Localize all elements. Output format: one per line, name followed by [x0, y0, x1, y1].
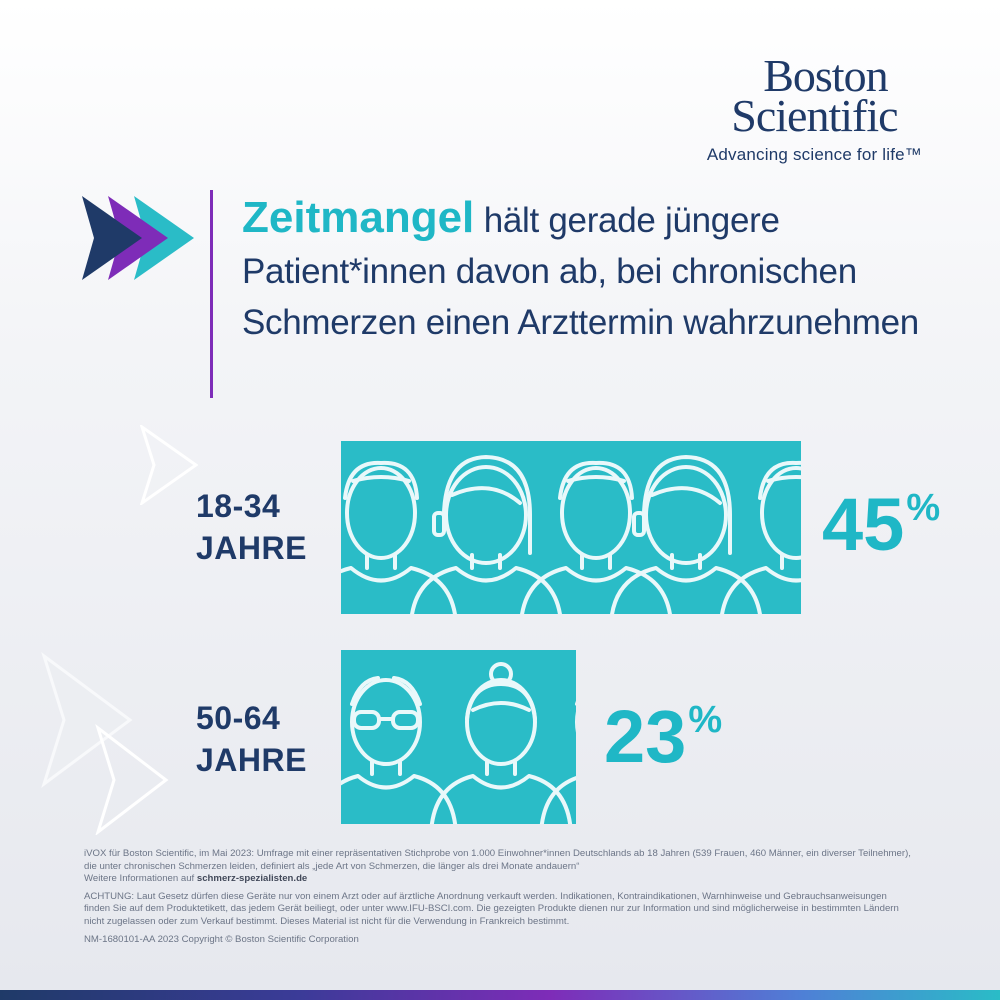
footnote-warning: ACHTUNG: Laut Gesetz dürfen diese Geräte…	[84, 890, 899, 927]
headline: Zeitmangel hält gerade jüngere Patient*i…	[242, 192, 942, 348]
bar-18-34	[341, 441, 801, 614]
footnote: iVOX für Boston Scientific, im Mai 2023:…	[84, 848, 914, 951]
decorative-chevron-icon	[140, 425, 198, 505]
people-illustration-icon	[341, 455, 801, 614]
source-text: iVOX für Boston Scientific, im Mai 2023:…	[84, 848, 911, 872]
logo-tagline: Advancing science for life™	[706, 144, 922, 164]
percent-sign: %	[688, 699, 723, 741]
percent-sign: %	[906, 487, 941, 529]
footnote-source: iVOX für Boston Scientific, im Mai 2023:…	[84, 848, 914, 886]
percent-label-18-34: 45%	[822, 488, 940, 562]
bar-50-64	[341, 650, 576, 824]
percent-value: 23	[604, 695, 687, 778]
title-divider	[210, 190, 213, 398]
people-illustration-icon	[341, 662, 576, 824]
logo-line-1: Boston	[763, 50, 888, 101]
chevron-arrows-icon	[82, 196, 194, 280]
bottom-gradient-stripe	[0, 990, 1000, 1000]
more-info-link[interactable]: schmerz-spezialisten.de	[196, 873, 308, 885]
age-label-50-64: 50-64 JAHRE	[196, 697, 307, 781]
age-range: 18-34	[196, 488, 281, 524]
decorative-chevrons-icon	[41, 652, 169, 835]
age-label-18-34: 18-34 JAHRE	[196, 485, 307, 569]
more-info-prefix: Weitere Informationen auf	[84, 873, 197, 885]
logo-line-2: Scientific	[731, 90, 898, 142]
percent-label-50-64: 23%	[604, 700, 722, 774]
percent-value: 45	[822, 483, 905, 566]
headline-emphasis: Zeitmangel	[242, 193, 475, 242]
age-range: 50-64	[196, 700, 281, 736]
boston-scientific-logo: Boston Scientific Advancing science for …	[706, 50, 922, 165]
age-unit: JAHRE	[196, 530, 307, 566]
headline-text: hält gerade jüngere Patient*innen davon …	[242, 201, 919, 342]
footnote-copyright: NM-1680101-AA 2023 Copyright © Boston Sc…	[84, 933, 359, 945]
age-unit: JAHRE	[196, 742, 307, 778]
